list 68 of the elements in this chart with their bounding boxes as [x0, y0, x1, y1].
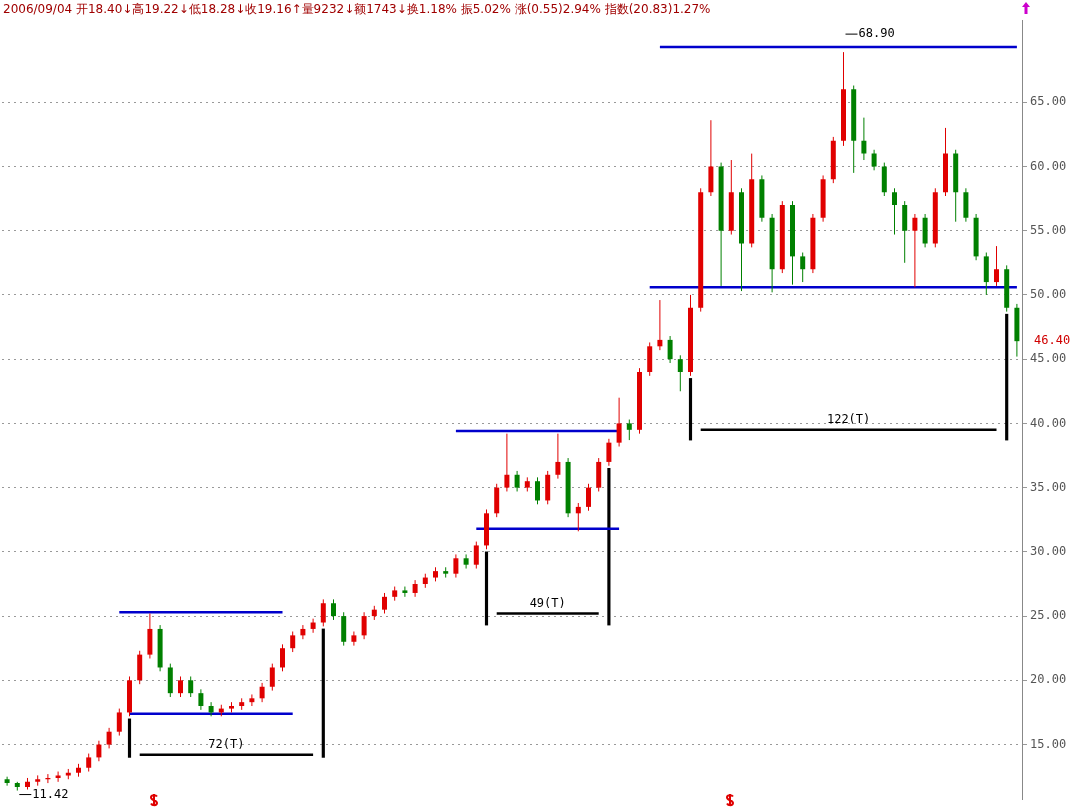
candlestick [657, 299, 663, 351]
annotation: 122(T) [826, 411, 871, 426]
candlestick [402, 586, 408, 598]
candlestick [473, 541, 479, 570]
bar [321, 628, 325, 758]
candlestick [208, 701, 214, 717]
candlestick [300, 624, 306, 640]
candlestick [514, 470, 520, 492]
y-tick-label: 55.00 [1030, 222, 1067, 237]
candlestick [463, 553, 469, 570]
candlestick [412, 579, 418, 598]
candlestick [912, 213, 918, 288]
candlestick [994, 245, 999, 287]
y-tick-label: 15.00 [1030, 736, 1067, 751]
y-tick-label: 30.00 [1030, 543, 1067, 558]
annotation: 72(T) [208, 736, 245, 751]
candlestick [871, 149, 877, 171]
candlestick [861, 117, 867, 161]
candlestick [800, 252, 806, 283]
candlestick [555, 433, 561, 480]
candlestick [320, 598, 326, 627]
candlestick [575, 502, 581, 532]
candlestick [892, 187, 897, 236]
candlestick [535, 476, 540, 505]
candlestick [626, 419, 632, 441]
candlestick [280, 643, 285, 672]
text: 2006/09/04 开18.40↓高19.22↓低18.28↓收19.16↑量9232↓额1743↓换1.18% 振5.02% 涨(0.55)2.94% 指数(20.83)1.27% [3, 2, 711, 17]
annotation: 68.90 [858, 26, 895, 41]
candlestick [382, 592, 387, 615]
candlestick [453, 553, 459, 579]
y-tick-label: 25.00 [1030, 608, 1067, 623]
candlestick [504, 433, 510, 492]
y-tick-label: 65.00 [1030, 94, 1067, 109]
y-tick-label: 45.00 [1030, 351, 1067, 366]
text: 46.40 [1034, 333, 1071, 348]
candlestick [616, 397, 622, 448]
y-tick-label: 50.00 [1030, 287, 1067, 302]
annotation: 11.42 [32, 786, 69, 801]
candlestick [361, 611, 367, 640]
candlestick [331, 598, 336, 621]
candlestick [178, 675, 183, 698]
candlestick [351, 631, 357, 647]
bar [607, 468, 611, 626]
candlestick [55, 771, 61, 783]
annotation: 49(T) [529, 595, 566, 610]
candlestick [586, 483, 591, 512]
candlestick [188, 675, 194, 698]
candlestick [677, 354, 683, 392]
y-tick-label: 40.00 [1030, 415, 1067, 430]
candlestick [4, 776, 10, 787]
candlestick [259, 682, 265, 703]
candlestick [667, 335, 673, 364]
bar [484, 551, 489, 626]
candlestick [198, 688, 204, 711]
y-tick-label: 35.00 [1030, 479, 1067, 494]
candlestick [116, 708, 122, 737]
candlestick [96, 740, 102, 762]
bar [688, 378, 693, 441]
candlestick [606, 438, 612, 467]
candlestick [106, 727, 112, 749]
candlestick [269, 663, 275, 692]
candlestick [249, 693, 255, 707]
bar [1005, 313, 1009, 441]
bar [127, 718, 132, 758]
y-tick-label: 20.00 [1030, 672, 1067, 687]
y-tick-label: 60.00 [1030, 158, 1067, 173]
candlestick [290, 631, 296, 653]
candlestick [310, 618, 316, 634]
